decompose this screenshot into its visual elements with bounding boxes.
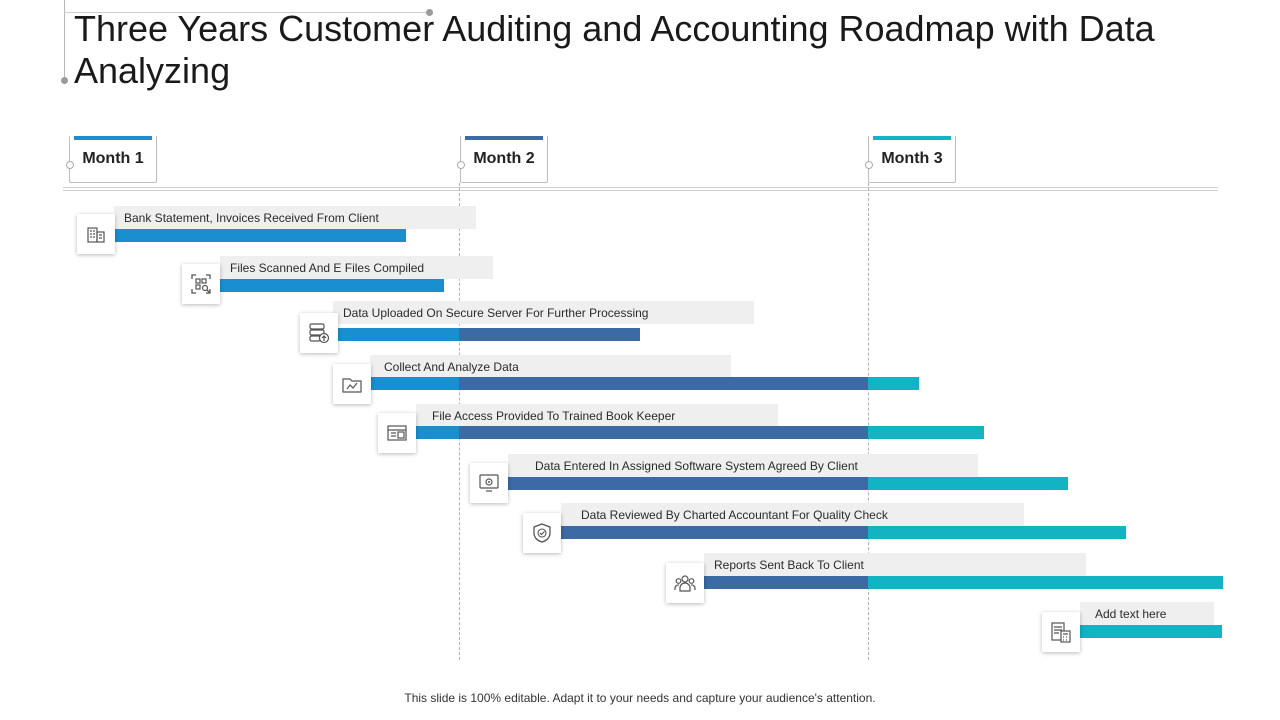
footer-note: This slide is 100% editable. Adapt it to… bbox=[404, 691, 876, 705]
task-icon-box bbox=[300, 313, 338, 353]
task-label-background bbox=[704, 553, 1086, 576]
task-bar-segment-month-3 bbox=[868, 377, 919, 390]
task-bar-segment-month-3 bbox=[868, 526, 1126, 539]
shield-check-icon bbox=[533, 523, 551, 543]
file-access-icon bbox=[387, 425, 407, 441]
task-label: Data Entered In Assigned Software System… bbox=[535, 459, 858, 473]
task-label: File Access Provided To Trained Book Kee… bbox=[432, 409, 676, 423]
task-icon-box bbox=[523, 513, 561, 553]
task-icon-box bbox=[378, 413, 416, 453]
task-label-background bbox=[561, 503, 1024, 526]
task-icon-box bbox=[666, 563, 704, 603]
task-bar-segment-month-2 bbox=[459, 328, 640, 341]
title-decor-dot bbox=[61, 77, 68, 84]
bank-building-icon bbox=[87, 227, 105, 243]
month-header-2: Month 2 bbox=[457, 136, 548, 183]
task-icon-box bbox=[182, 264, 220, 304]
task-bar-segment-month-2 bbox=[704, 576, 868, 589]
month-color-bar bbox=[74, 136, 152, 140]
month-label: Month 2 bbox=[473, 150, 535, 167]
task-bar-segment-month-2 bbox=[459, 426, 868, 439]
timeline-axis bbox=[63, 187, 1218, 191]
task-bar-segment-month-3 bbox=[1080, 625, 1222, 638]
task-label-background bbox=[1080, 602, 1214, 625]
software-settings-icon bbox=[479, 474, 499, 492]
task-label: Add text here bbox=[1095, 607, 1167, 621]
month-color-bar bbox=[465, 136, 543, 140]
document-calculator-icon bbox=[1051, 622, 1071, 643]
server-upload-icon bbox=[309, 323, 330, 344]
task-icon-box bbox=[77, 214, 115, 254]
title-decor-line-top bbox=[64, 12, 430, 13]
task-bar-segment-month-3 bbox=[868, 426, 984, 439]
task-label-background bbox=[416, 404, 778, 427]
month-connector-dot bbox=[457, 161, 465, 169]
task-bar-segment-month-1 bbox=[416, 426, 459, 439]
data-folder-icon bbox=[342, 378, 362, 393]
task-bar-segment-month-2 bbox=[561, 526, 868, 539]
task-label: Data Reviewed By Charted Accountant For … bbox=[581, 508, 888, 522]
task-label: Reports Sent Back To Client bbox=[714, 558, 864, 572]
task-label-background bbox=[508, 454, 978, 477]
task-bar-segment-month-2 bbox=[459, 377, 868, 390]
month-label: Month 1 bbox=[82, 150, 144, 167]
month-connector-dot bbox=[66, 161, 74, 169]
task-bar-segment-month-1 bbox=[333, 328, 459, 341]
task-bar-segment-month-1 bbox=[220, 279, 444, 292]
page-title: Three Years Customer Auditing and Accoun… bbox=[74, 8, 1155, 91]
task-label: Collect And Analyze Data bbox=[384, 360, 519, 374]
task-label-background bbox=[333, 301, 754, 324]
month-connector-dot bbox=[865, 161, 873, 169]
title-decor-dot bbox=[426, 9, 433, 16]
task-label: Bank Statement, Invoices Received From C… bbox=[124, 211, 379, 225]
month-divider-line bbox=[868, 183, 869, 660]
month-label: Month 3 bbox=[881, 150, 943, 167]
month-header-3: Month 3 bbox=[865, 136, 956, 183]
task-bar-segment-month-3 bbox=[868, 477, 1068, 490]
task-bar-segment-month-3 bbox=[868, 576, 1223, 589]
task-icon-box bbox=[333, 364, 371, 404]
qr-scan-icon bbox=[191, 274, 211, 294]
task-label-background bbox=[220, 256, 493, 279]
task-label: Files Scanned And E Files Compiled bbox=[230, 261, 425, 275]
task-bar-segment-month-2 bbox=[508, 477, 868, 490]
task-bar-segment-month-1 bbox=[370, 377, 459, 390]
task-bar-segment-month-1 bbox=[114, 229, 406, 242]
task-icon-box bbox=[470, 463, 508, 503]
month-color-bar bbox=[873, 136, 951, 140]
task-icon-box bbox=[1042, 612, 1080, 652]
task-label-background bbox=[114, 206, 476, 229]
team-icon bbox=[674, 575, 696, 592]
task-label: Data Uploaded On Secure Server For Furth… bbox=[343, 306, 649, 320]
month-header-1: Month 1 bbox=[66, 136, 157, 183]
title-decor-line bbox=[64, 0, 65, 80]
task-label-background bbox=[370, 355, 731, 378]
